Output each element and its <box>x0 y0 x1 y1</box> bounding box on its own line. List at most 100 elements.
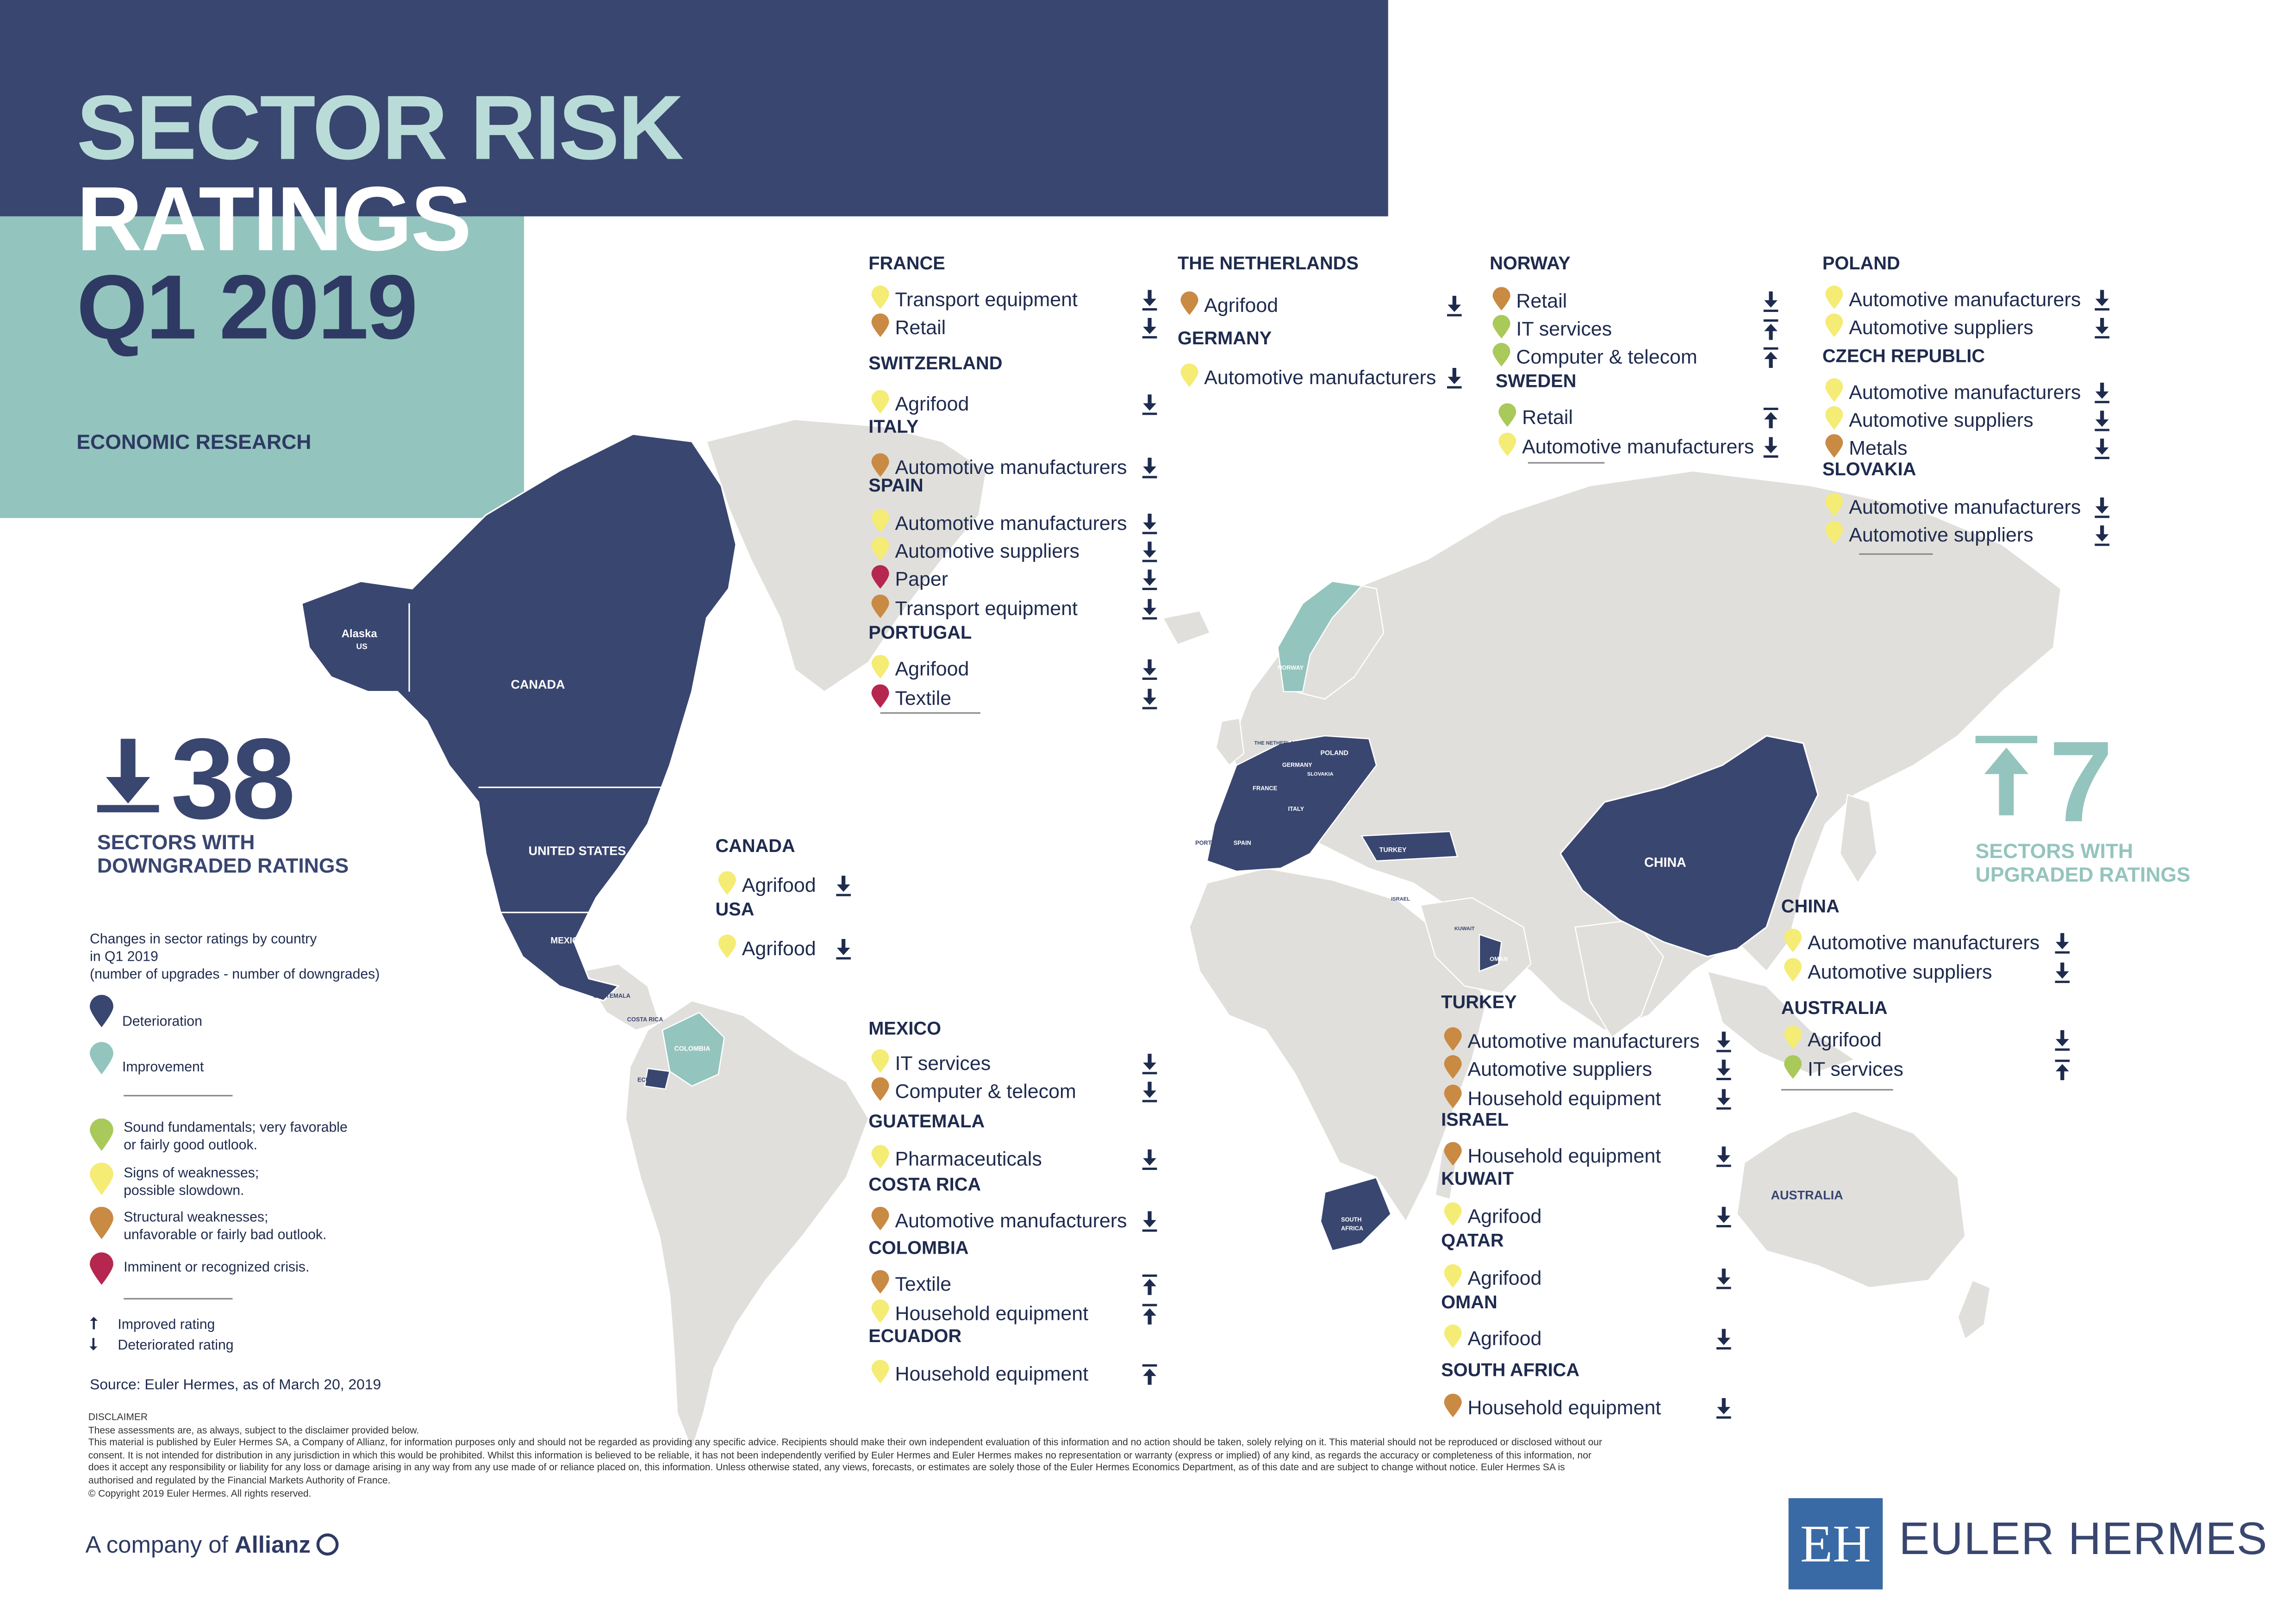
risk-pin-yellow <box>871 655 889 678</box>
sector-name: Transport equipment <box>895 597 1078 620</box>
disclaimer-heading: DISCLAIMER <box>88 1412 148 1424</box>
sector-name: Household equipment <box>1467 1145 1661 1167</box>
group-divider <box>1859 553 1933 555</box>
country-heading-israel: ISRAEL <box>1441 1109 1509 1131</box>
risk-pin-yellow <box>1825 521 1843 545</box>
group-divider <box>880 712 980 714</box>
downgraded-count: 38 <box>170 714 296 844</box>
risk-pin-yellow <box>1444 1264 1462 1288</box>
legend-red-line1: Imminent or recognized crisis. <box>124 1260 310 1276</box>
country-heading-kuwait: KUWAIT <box>1441 1168 1514 1189</box>
country-heading-qatar: QATAR <box>1441 1230 1504 1251</box>
legend-yellow-line2: possible slowdown. <box>124 1183 244 1200</box>
risk-pin-orange <box>1444 1393 1462 1418</box>
risk-pin-yellow <box>1825 378 1843 402</box>
risk-pin-green <box>1498 403 1516 427</box>
map-label-canada: CANADA <box>511 678 565 691</box>
risk-pin-yellow <box>1825 406 1843 430</box>
sector-name: Automotive manufacturers <box>1849 381 2081 404</box>
sector-name: Agrifood <box>1204 294 1279 317</box>
allianz-tagline: A company of Allianz <box>85 1533 339 1560</box>
map-label-south-africa-2: AFRICA <box>1341 1225 1363 1231</box>
ecuador-shape <box>644 1068 671 1090</box>
legend-intro-2: in Q1 2019 <box>89 949 158 966</box>
risk-pin-orange <box>871 1270 889 1294</box>
upgraded-caption-line1: SECTORS WITH <box>1975 839 2134 863</box>
risk-pin-orange <box>1444 1027 1462 1051</box>
north-america-shape <box>301 433 737 1002</box>
source-note: Source: Euler Hermes, as of March 20, 20… <box>89 1377 381 1394</box>
china-shape <box>1559 735 1819 958</box>
europe-highlight-shape <box>1206 735 1377 872</box>
country-heading-turkey: TURKEY <box>1441 992 1517 1013</box>
map-label-united-states: UNITED STATES <box>529 844 626 858</box>
down-arrow-icon <box>97 736 159 813</box>
norway-shape <box>1277 580 1363 692</box>
eurasia-shape <box>1228 470 2062 1031</box>
country-heading-canada: CANADA <box>715 836 795 857</box>
risk-pin-orange <box>1444 1142 1462 1166</box>
map-label-us-short: US <box>356 641 368 651</box>
risk-pin-orange <box>1492 287 1510 311</box>
sector-name: Pharmaceuticals <box>895 1148 1042 1170</box>
risk-pin-yellow <box>718 934 736 958</box>
sector-name: Household equipment <box>895 1302 1089 1325</box>
risk-pin-orange <box>1444 1055 1462 1079</box>
risk-pin-red <box>871 684 889 708</box>
risk-pin-yellow <box>871 537 889 561</box>
legend-divider-2 <box>124 1298 233 1300</box>
group-divider <box>1528 462 1605 464</box>
legend-up-arrow-icon: ⭡ <box>89 1315 98 1334</box>
risk-pin-orange <box>871 1077 889 1101</box>
risk-pin-yellow <box>871 390 889 414</box>
legend-orange-line2: unfavorable or fairly bad outlook. <box>124 1227 327 1244</box>
upgraded-caption-line2: UPGRADED RATINGS <box>1975 862 2190 886</box>
sector-name: Metals <box>1849 437 1908 460</box>
sector-name: Automotive manufacturers <box>895 512 1127 535</box>
map-label-ecuador: ECUADOR <box>637 1076 667 1083</box>
japan-shape <box>1839 794 1878 884</box>
oman-shape <box>1479 933 1502 972</box>
header-teal-panel <box>0 216 524 518</box>
country-heading-the-netherlands: THE NETHERLANDS <box>1178 253 1359 274</box>
risk-pin-yellow <box>1444 1325 1462 1348</box>
country-heading-portugal: PORTUGAL <box>868 622 972 643</box>
greenland-shape <box>705 419 987 693</box>
legend-green-line2: or fairly good outlook. <box>124 1138 258 1154</box>
country-heading-germany: GERMANY <box>1178 328 1272 349</box>
sector-name: Automotive suppliers <box>1849 524 2034 546</box>
risk-pin-yellow <box>1825 493 1843 517</box>
country-heading-poland: POLAND <box>1822 253 1900 274</box>
sector-name: Transport equipment <box>895 288 1078 311</box>
risk-pin-orange <box>871 453 889 477</box>
risk-pin-yellow <box>1825 313 1843 337</box>
country-heading-italy: ITALY <box>868 416 919 437</box>
legend-intro-3: (number of upgrades - number of downgrad… <box>89 967 380 983</box>
sector-name: Automotive suppliers <box>1808 961 1992 983</box>
sector-name: Automotive suppliers <box>1849 316 2034 339</box>
uk-shape <box>1215 717 1245 766</box>
risk-pin-orange <box>1444 1084 1462 1108</box>
sector-name: Automotive manufacturers <box>1849 288 2081 311</box>
risk-pin-yellow <box>1180 363 1198 387</box>
risk-pin-yellow <box>871 285 889 309</box>
risk-pin-yellow <box>1825 285 1843 309</box>
title-line-2: RATINGS <box>76 169 472 271</box>
iceland-shape <box>1162 610 1211 646</box>
country-heading-switzerland: SWITZERLAND <box>868 353 1003 374</box>
allianz-prefix: A company of <box>85 1533 228 1559</box>
sector-name: Agrifood <box>895 658 969 680</box>
africa-shape <box>1189 867 1488 1223</box>
title-line-1: SECTOR RISK <box>76 78 684 180</box>
country-heading-czech-republic: CZECH REPUBLIC <box>1822 346 1985 367</box>
map-label-poland: POLAND <box>1320 749 1348 757</box>
sector-name: Automotive manufacturers <box>1467 1030 1700 1052</box>
map-label-slovakia: SLOVAKIA <box>1307 771 1334 777</box>
sector-name: Agrifood <box>895 393 969 415</box>
legend-deterioration-label: Deterioration <box>122 1014 202 1030</box>
risk-pin-green <box>1784 1055 1802 1079</box>
legend-down-arrow-icon: ⭣ <box>89 1336 98 1354</box>
legend-deteriorated-label: Deteriorated rating <box>118 1337 234 1354</box>
risk-pin-orange <box>1180 291 1198 315</box>
